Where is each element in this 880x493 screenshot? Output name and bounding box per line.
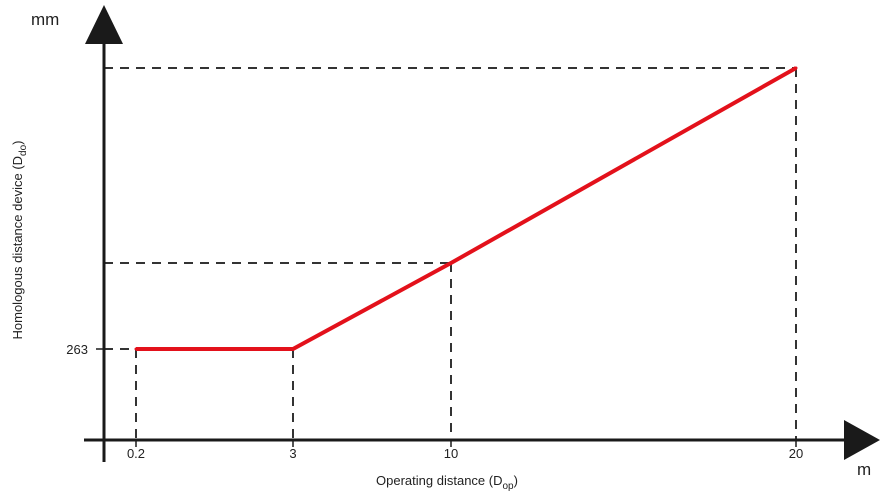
series-point-0-0 (134, 347, 138, 351)
series-point-0-2 (449, 261, 453, 265)
axes (84, 5, 880, 462)
x-axis-title-subscript: op (502, 481, 514, 492)
x-axis-title-close: ) (514, 473, 518, 488)
series-point-0-3 (794, 66, 798, 70)
x-tick-label-2: 10 (444, 446, 458, 461)
y-axis-title-subscript: do (18, 144, 29, 156)
ticks: 0.2 3 10 20 263 (66, 342, 803, 461)
y-axis-title-main: Homologous distance device (D (10, 156, 25, 340)
x-axis-title-main: Operating distance (D (376, 473, 502, 488)
y-axis-arrow (85, 5, 123, 44)
x-tick-label-1: 3 (289, 446, 296, 461)
x-tick-label-0: 0.2 (127, 446, 145, 461)
series-line-0 (136, 66, 797, 351)
y-axis-title-close: ) (10, 140, 25, 144)
y-axis-title: Homologous distance device (Ddo) (10, 140, 29, 339)
x-axis-arrow (844, 420, 880, 460)
y-tick-label-0: 263 (66, 342, 88, 357)
x-tick-label-3: 20 (789, 446, 803, 461)
series-point-0-1 (291, 347, 295, 351)
x-axis-title: Operating distance (Dop) (376, 473, 518, 492)
y-unit-label: mm (31, 10, 59, 29)
guide-lines (104, 67, 797, 440)
series (134, 66, 798, 351)
x-unit-label: m (857, 460, 871, 479)
